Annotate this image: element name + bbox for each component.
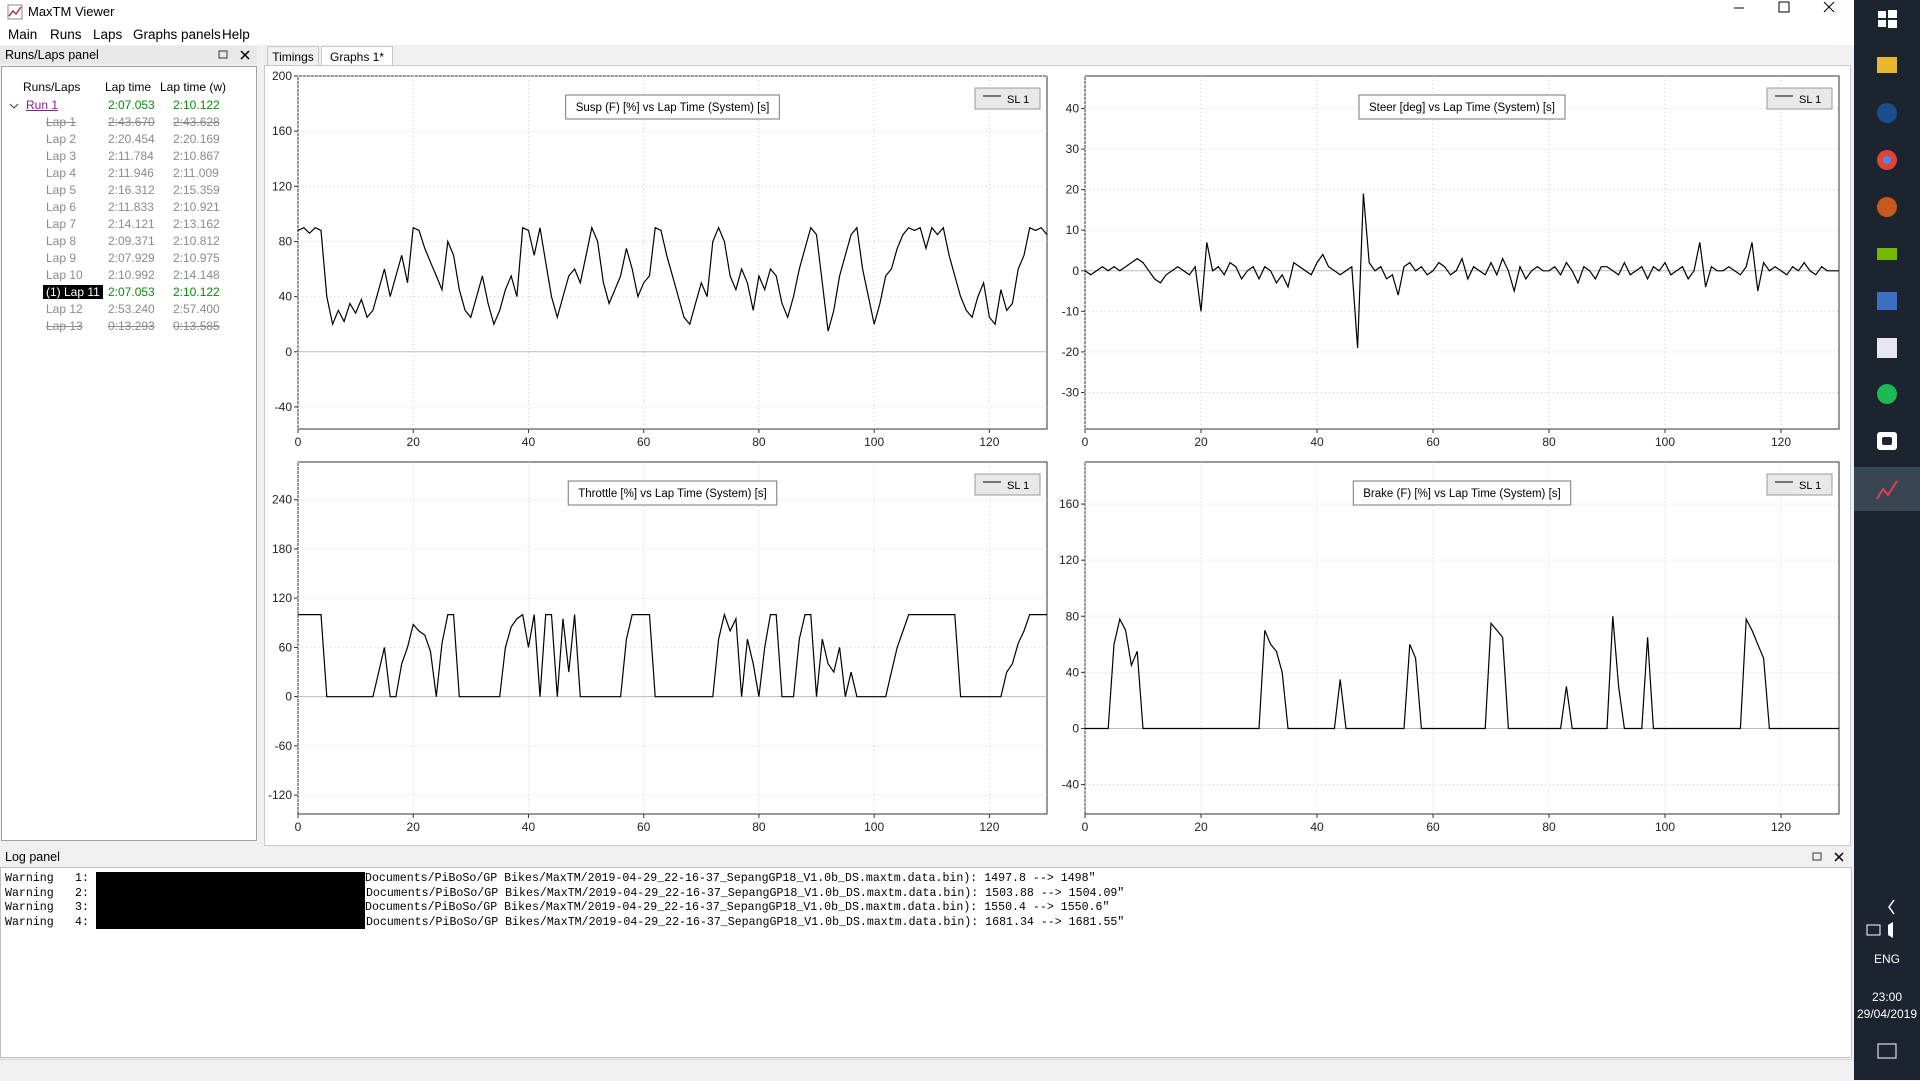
language[interactable]: ENG: [1873, 952, 1900, 966]
lap-time-w: 2:10.122: [173, 98, 220, 112]
log-index: 2:: [75, 886, 89, 900]
lap-time-w: 2:20.169: [173, 132, 220, 146]
expand-arrow[interactable]: [9, 101, 19, 111]
clock-time[interactable]: 23:00: [1871, 990, 1903, 1004]
log-level: Warning: [5, 901, 54, 914]
log-level: Warning: [5, 872, 54, 885]
lap-time: 2:43.670: [108, 115, 155, 129]
lap-name[interactable]: Lap 3: [46, 149, 77, 163]
lap-time-w: 2:11.009: [173, 166, 219, 180]
lap-time-w: 2:10.122: [173, 285, 220, 299]
column-header: Runs/Laps: [23, 80, 81, 94]
lap-name[interactable]: Lap 7: [46, 217, 77, 231]
log-index: 4:: [75, 915, 89, 929]
lap-name[interactable]: Lap 6: [46, 200, 77, 214]
lap-time-w: 2:10.921: [173, 200, 220, 214]
panel-title: Log panel: [5, 850, 60, 864]
lap-name[interactable]: Lap 9: [46, 251, 77, 265]
log-body: Warning 1: Documents/PiBoSo/GP Bikes/MaxTM…: [0, 867, 1852, 1058]
lap-time: 2:07.053: [108, 98, 155, 112]
column-header: Lap time (w): [160, 80, 227, 94]
lap-time-w: 2:43.628: [173, 115, 220, 129]
lap-time: 0:13.293: [108, 319, 155, 333]
tab[interactable]: Timings: [267, 46, 319, 65]
log-index: 3:: [75, 901, 89, 914]
lap-time: 2:14.121: [108, 217, 155, 231]
lap-name[interactable]: Lap 10: [46, 268, 83, 282]
lap-name[interactable]: Lap 13: [46, 319, 83, 333]
title-bar: MaxTM Viewer: [0, 0, 1854, 24]
lap-time: 2:11.833: [108, 200, 154, 214]
run-name[interactable]: Run 1: [26, 98, 59, 112]
menu-item[interactable]: Laps: [93, 27, 123, 42]
log-index: 1:: [75, 872, 89, 885]
menu-item[interactable]: Help: [222, 27, 250, 42]
menu-bar: Main Runs Laps Graphs panels Help: [0, 24, 1854, 45]
lap-time: 2:20.454: [108, 132, 155, 146]
log-message: Documents/PiBoSo/GP Bikes/MaxTM/2019-04-…: [365, 872, 1096, 885]
lap-name[interactable]: Lap 8: [46, 234, 77, 248]
log-level: Warning: [5, 915, 54, 929]
window-controls[interactable]: [1725, 0, 1850, 24]
lap-time-w: 0:13.585: [173, 319, 220, 333]
graphs-panel: [264, 65, 1851, 846]
panel-buttons[interactable]: [218, 49, 254, 61]
menu-item[interactable]: Graphs panels: [133, 27, 221, 42]
lap-time-w: 2:57.400: [173, 302, 220, 316]
panel-header: Runs/Laps panel: [0, 46, 257, 64]
lap-time-w: 2:10.867: [173, 149, 220, 163]
log-level: Warning: [5, 886, 54, 900]
panel-title: Runs/Laps panel: [5, 48, 99, 62]
taskbar-icons[interactable]: [1854, 0, 1920, 1080]
tab[interactable]: Graphs 1*: [321, 46, 393, 65]
log-panel: Log panel Warning 1: Documents/PiBoSo/GP B…: [0, 848, 1854, 1058]
log-message: /Documents/PiBoSo/GP Bikes/MaxTM/2019-04…: [359, 886, 1125, 900]
lap-name[interactable]: Lap 4: [46, 166, 77, 180]
status-bar: [0, 1059, 1854, 1081]
lap-time-w: 2:14.148: [173, 268, 220, 282]
lap-time-w: 2:15.359: [173, 183, 220, 197]
lap-time-w: 2:10.812: [173, 234, 220, 248]
lap-time: 2:07.053: [108, 285, 155, 299]
lap-name[interactable]: Lap 5: [46, 183, 77, 197]
log-message: /Documents/PiBoSo/GP Bikes/MaxTM/2019-04…: [359, 915, 1125, 929]
lap-name[interactable]: (1) Lap 11: [43, 285, 103, 299]
taskbar: ENG 23:00 29/04/2019: [1854, 0, 1920, 1080]
runs-laps-tree: Runs/Laps Lap time Lap time (w) Run 1 2:07.0…: [1, 66, 257, 841]
redaction: [96, 872, 365, 929]
lap-time: 2:09.371: [108, 234, 155, 248]
log-message: Documents/PiBoSo/GP Bikes/MaxTM/2019-04-…: [365, 901, 1110, 914]
lap-time: 2:16.312: [108, 183, 155, 197]
lap-time: 2:07.929: [108, 251, 155, 265]
menu-item[interactable]: Main: [8, 27, 38, 42]
lap-time: 2:10.992: [108, 268, 155, 282]
lap-time: 2:11.946: [108, 166, 154, 180]
lap-name[interactable]: Lap 1: [46, 115, 77, 129]
lap-time-w: 2:13.162: [173, 217, 220, 231]
lap-time: 2:53.240: [108, 302, 155, 316]
lap-name[interactable]: Lap 12: [46, 302, 83, 316]
lap-time: 2:11.784: [108, 149, 154, 163]
app-icon: [7, 4, 23, 20]
clock-date[interactable]: 29/04/2019: [1856, 1007, 1918, 1021]
lap-time-w: 2:10.975: [173, 251, 220, 265]
column-header: Lap time: [105, 80, 152, 94]
window-title: MaxTM Viewer: [28, 4, 115, 19]
runs-laps-panel: Runs/Laps panel Runs/Laps Lap time Lap tim…: [0, 46, 257, 841]
menu-item[interactable]: Runs: [50, 27, 82, 42]
panel-buttons[interactable]: [1812, 851, 1848, 863]
lap-name[interactable]: Lap 2: [46, 132, 77, 146]
